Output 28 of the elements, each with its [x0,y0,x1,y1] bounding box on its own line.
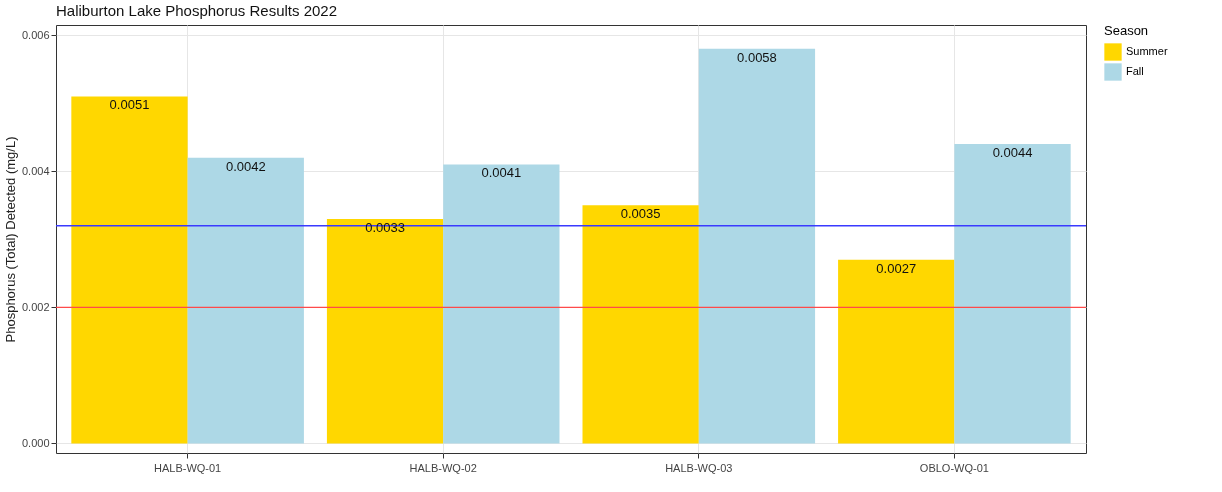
bar [954,144,1071,444]
data-label: 0.0058 [737,49,777,65]
bar [326,218,444,444]
x-tick-label: OBLO-WQ-01 [919,461,989,474]
x-tick-label: HALB-WQ-01 [154,461,222,474]
bar [71,96,188,444]
data-label: 0.0051 [109,97,150,113]
data-label: 0.0027 [876,260,917,276]
data-label: 0.0035 [620,206,661,222]
bar [187,157,304,444]
data-label: 0.0044 [992,145,1033,161]
legend-label: Summer [1126,45,1168,57]
bar [698,48,816,444]
chart-title: Haliburton Lake Phosphorus Results 2022 [56,2,338,19]
data-label: 0.0041 [481,165,522,181]
bar [443,164,560,444]
bar [838,259,955,444]
x-tick-label: HALB-WQ-02 [409,461,477,474]
x-tick-label: HALB-WQ-03 [665,461,733,474]
bar [582,205,699,444]
y-tick-label: 0.002 [21,300,50,313]
legend-title: Season [1104,23,1149,38]
y-tick-label: 0.004 [21,164,50,177]
y-tick-label: 0.000 [21,436,50,449]
y-tick-label: 0.006 [21,28,50,41]
y-axis-title: Phosphorus (Total) Detected (mg/L) [2,136,18,343]
data-label: 0.0042 [225,158,266,174]
legend-label: Fall [1126,65,1144,77]
